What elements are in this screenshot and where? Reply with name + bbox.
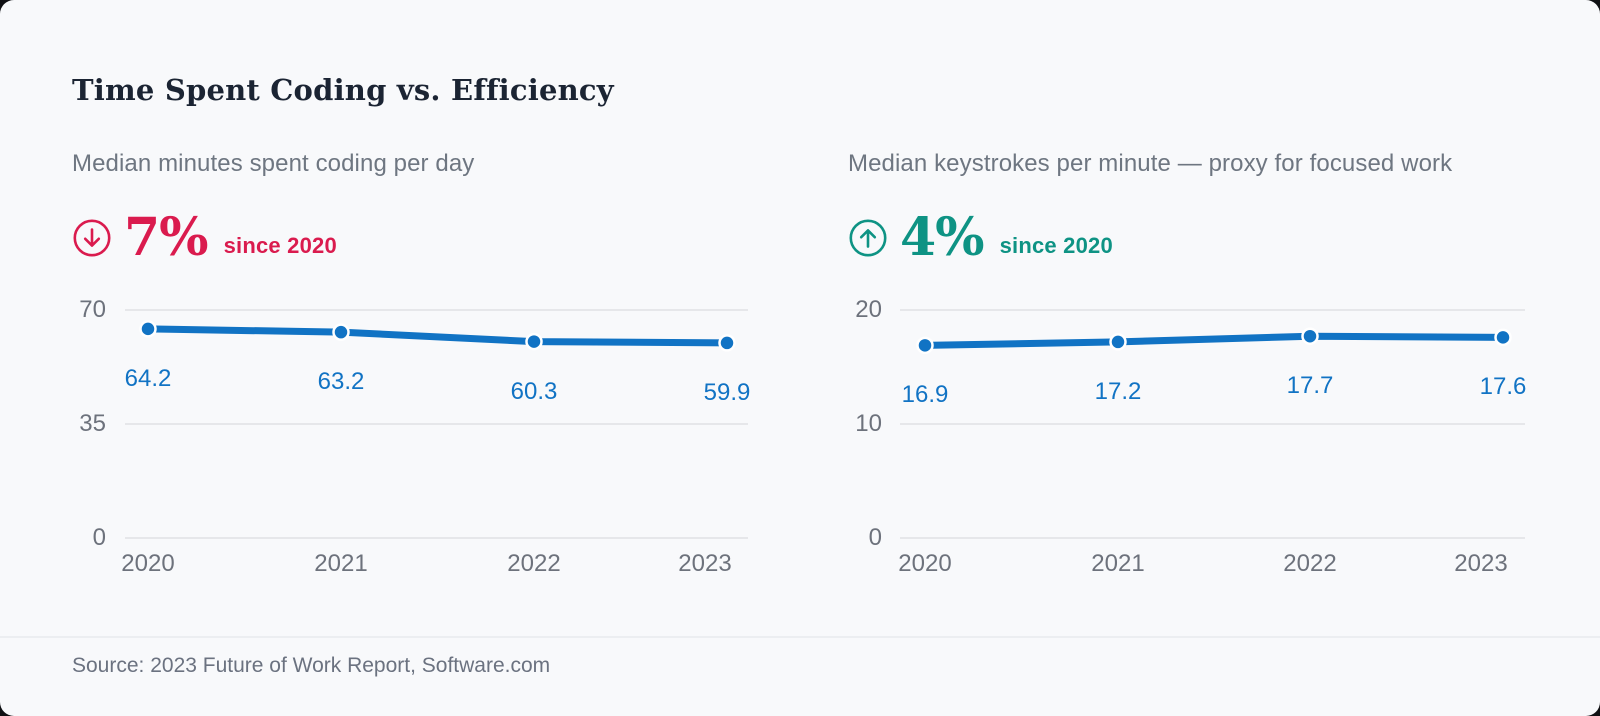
footer-divider: [0, 636, 1600, 638]
data-point: [1494, 328, 1512, 347]
data-point-label: 17.7: [1286, 372, 1334, 400]
stat-caption: since 2020: [223, 233, 337, 258]
stat-value: 7%: [124, 207, 209, 268]
data-point: [525, 332, 543, 351]
chart-subtitle: Median keystrokes per minute — proxy for…: [848, 150, 1453, 177]
chart-subtitle: Median minutes spent coding per day: [72, 150, 475, 177]
stat-badge: 7% since 2020: [72, 210, 337, 266]
stat-badge: 4% since 2020: [848, 210, 1113, 266]
x-axis-tick-label: 2022: [507, 550, 561, 577]
gridline: [900, 537, 1525, 539]
arrow-down-circle-icon: [73, 219, 111, 257]
x-axis-tick-label: 2021: [1091, 550, 1145, 577]
data-point-label: 59.9: [703, 378, 751, 406]
y-axis-tick-label: 20: [855, 296, 882, 323]
page-title: Time Spent Coding vs. Efficiency: [72, 73, 614, 107]
series-line: [921, 332, 1507, 349]
data-point-label: 16.9: [901, 381, 949, 409]
data-point-label: 63.2: [317, 368, 365, 396]
stat-value: 4%: [900, 207, 985, 268]
gridline: [125, 537, 748, 539]
gridline: [125, 423, 748, 425]
stat-caption: since 2020: [999, 233, 1113, 258]
data-point: [332, 323, 350, 341]
y-axis-tick-label: 70: [79, 296, 106, 323]
x-axis-tick-label: 2022: [1283, 550, 1337, 577]
data-point: [1301, 327, 1319, 345]
x-axis-tick-label: 2020: [121, 550, 175, 577]
y-axis-tick-label: 0: [92, 524, 106, 551]
y-axis-tick-label: 10: [855, 410, 882, 437]
arrow-up-circle-icon: [849, 219, 887, 257]
data-point: [916, 336, 934, 355]
y-axis-tick-label: 0: [868, 524, 882, 551]
x-axis-tick-label: 2021: [314, 550, 368, 577]
data-point-label: 64.2: [124, 364, 172, 392]
x-axis-tick-label: 2023: [678, 550, 732, 577]
series-line: [144, 325, 731, 347]
data-point-label: 60.3: [510, 377, 558, 405]
y-axis-tick-label: 35: [79, 410, 106, 437]
x-axis-tick-label: 2020: [898, 550, 952, 577]
data-point-label: 17.2: [1094, 377, 1142, 405]
x-axis-tick-label: 2023: [1454, 550, 1508, 577]
gridline: [900, 423, 1525, 425]
data-point-label: 17.6: [1479, 373, 1527, 401]
data-point: [139, 320, 157, 338]
data-point: [718, 334, 736, 352]
data-point: [1109, 333, 1127, 351]
gridline: [125, 309, 748, 311]
gridline: [900, 309, 1525, 311]
source-note: Source: 2023 Future of Work Report, Soft…: [72, 654, 551, 677]
